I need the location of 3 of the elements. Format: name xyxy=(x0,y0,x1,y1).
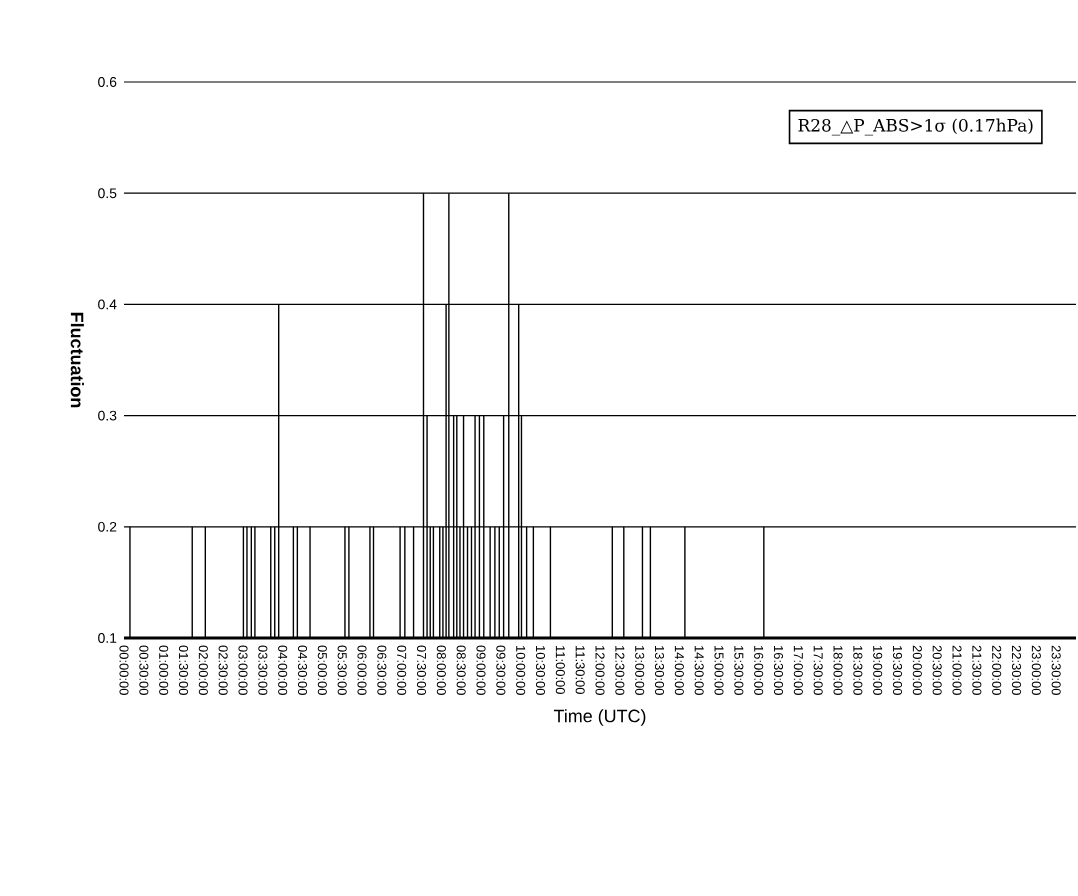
annotation: R28_△P_ABS>1σ (0.17hPa) xyxy=(798,118,1033,136)
y-axis-title: Fluctuation xyxy=(70,312,84,408)
x-axis-title: Time (UTC) xyxy=(553,709,646,726)
